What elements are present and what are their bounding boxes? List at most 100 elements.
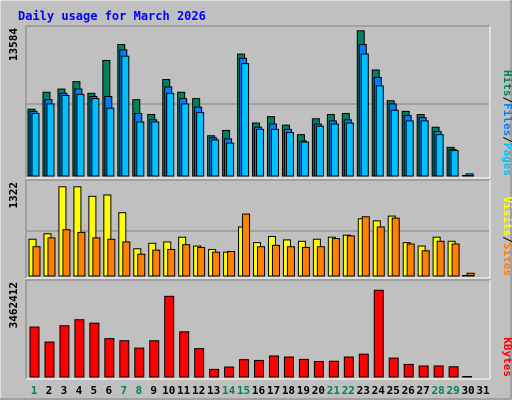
bar-pages-day-8	[136, 121, 145, 177]
bar-sites-day-26	[406, 243, 415, 277]
bar-pages-day-16	[256, 128, 265, 177]
bar-sites-day-20	[316, 246, 325, 277]
bar-sites-day-25	[391, 217, 400, 277]
x-label-day-28: 28	[432, 384, 445, 397]
bar-sites-day-12	[197, 246, 206, 277]
panel-visits-sites: 1322 Visits/Sites	[7, 179, 512, 279]
bar-kbytes-day-16	[254, 359, 265, 378]
bar-sites-day-18	[286, 246, 295, 277]
bar-kbytes-day-8	[134, 347, 145, 378]
bar-pages-day-23	[360, 53, 369, 177]
x-label-day-26: 26	[402, 384, 416, 397]
bar-sites-day-22	[346, 235, 355, 277]
bar-kbytes-day-12	[194, 348, 205, 378]
bar-sites-day-24	[376, 226, 385, 277]
bar-pages-day-12	[196, 111, 205, 177]
bar-sites-day-11	[182, 244, 191, 277]
bar-sites-day-21	[331, 238, 340, 277]
bar-sites-day-3	[62, 229, 71, 277]
bar-sites-day-23	[361, 216, 370, 277]
bar-sites-day-17	[271, 244, 280, 277]
bar-pages-day-26	[405, 120, 414, 177]
bar-pages-day-13	[211, 139, 220, 177]
bar-kbytes-day-5	[89, 322, 100, 378]
bar-kbytes-day-10	[164, 295, 175, 378]
bar-sites-day-16	[257, 246, 266, 277]
bar-kbytes-day-9	[149, 340, 160, 378]
bar-pages-day-15	[241, 63, 250, 177]
x-label-day-9: 9	[150, 384, 157, 397]
y-max-label: 3462412	[7, 282, 20, 328]
bar-pages-day-14	[226, 142, 235, 177]
legend: KBytes	[501, 337, 512, 377]
legend: Hits/Files/Pages	[501, 70, 512, 176]
chart-title: Daily usage for March 2026	[18, 9, 206, 23]
bar-kbytes-day-1	[29, 326, 40, 378]
bar-kbytes-day-14	[224, 366, 235, 378]
bar-kbytes-day-29	[448, 366, 459, 378]
x-label-day-8: 8	[135, 384, 142, 397]
bar-sites-day-5	[92, 237, 101, 277]
bar-kbytes-day-28	[433, 365, 444, 378]
bar-pages-day-5	[91, 98, 100, 177]
bar-sites-day-7	[122, 241, 131, 277]
x-label-day-29: 29	[446, 384, 459, 397]
bar-sites-day-13	[212, 251, 221, 277]
bar-sites-day-8	[137, 253, 146, 277]
legend-entry: /	[501, 136, 512, 143]
bar-sites-day-4	[77, 231, 86, 277]
x-axis-labels: 1 2 3 4 5 6 7 8 9 10 11 12 13 14 15 16 17 18 19 20 21 22 23 24 2…	[31, 384, 490, 397]
bar-kbytes-day-3	[59, 325, 70, 378]
bar-pages-day-27	[420, 120, 429, 177]
legend-entry: Visits	[501, 197, 512, 237]
y-max-label: 1322	[7, 182, 20, 209]
bar-pages-day-10	[166, 92, 175, 177]
panel-kbytes: 3462412 KBytes	[7, 279, 512, 380]
x-label-day-27: 27	[417, 384, 430, 397]
legend-entry: /	[501, 97, 512, 104]
bar-pages-day-21	[330, 123, 339, 177]
x-label-day-30: 30	[461, 384, 474, 397]
bar-kbytes-day-18	[283, 356, 294, 378]
x-label-day-12: 12	[192, 384, 205, 397]
bar-empty-marker	[462, 175, 475, 177]
bar-kbytes-day-2	[44, 341, 55, 378]
bar-pages-day-17	[270, 128, 279, 177]
x-label-day-1: 1	[31, 384, 38, 397]
bar-kbytes-day-27	[418, 365, 429, 378]
x-label-day-5: 5	[91, 384, 98, 397]
bar-kbytes-day-11	[179, 331, 190, 378]
x-label-day-11: 11	[177, 384, 191, 397]
x-label-day-16: 16	[252, 384, 266, 397]
legend-entry: Files	[501, 103, 512, 136]
bar-pages-day-28	[435, 134, 444, 177]
x-label-day-3: 3	[61, 384, 68, 397]
x-label-day-10: 10	[162, 384, 175, 397]
x-label-day-25: 25	[387, 384, 400, 397]
bar-sites-day-14	[227, 250, 236, 277]
bar-sites-day-2	[47, 237, 56, 277]
bar-empty-marker	[462, 376, 473, 378]
bar-pages-day-25	[390, 109, 399, 177]
bar-pages-day-6	[106, 107, 115, 177]
x-label-day-6: 6	[106, 384, 113, 397]
bar-kbytes-day-25	[388, 357, 399, 378]
x-label-day-13: 13	[207, 384, 220, 397]
x-label-day-18: 18	[282, 384, 295, 397]
legend-entry: Sites	[501, 243, 512, 276]
bar-pages-day-29	[450, 150, 459, 177]
bar-pages-day-19	[300, 141, 309, 177]
bar-sites-day-1	[32, 246, 41, 277]
x-label-day-15: 15	[237, 384, 250, 397]
bar-pages-day-7	[121, 55, 130, 177]
bar-kbytes-day-26	[403, 363, 414, 378]
bar-pages-day-3	[61, 94, 70, 177]
bar-pages-day-18	[285, 132, 294, 177]
bar-kbytes-day-15	[239, 359, 250, 378]
bar-sites-day-19	[301, 246, 310, 277]
x-label-day-22: 22	[342, 384, 355, 397]
bar-kbytes-day-7	[119, 340, 130, 378]
bar-sites-day-9	[152, 249, 161, 277]
